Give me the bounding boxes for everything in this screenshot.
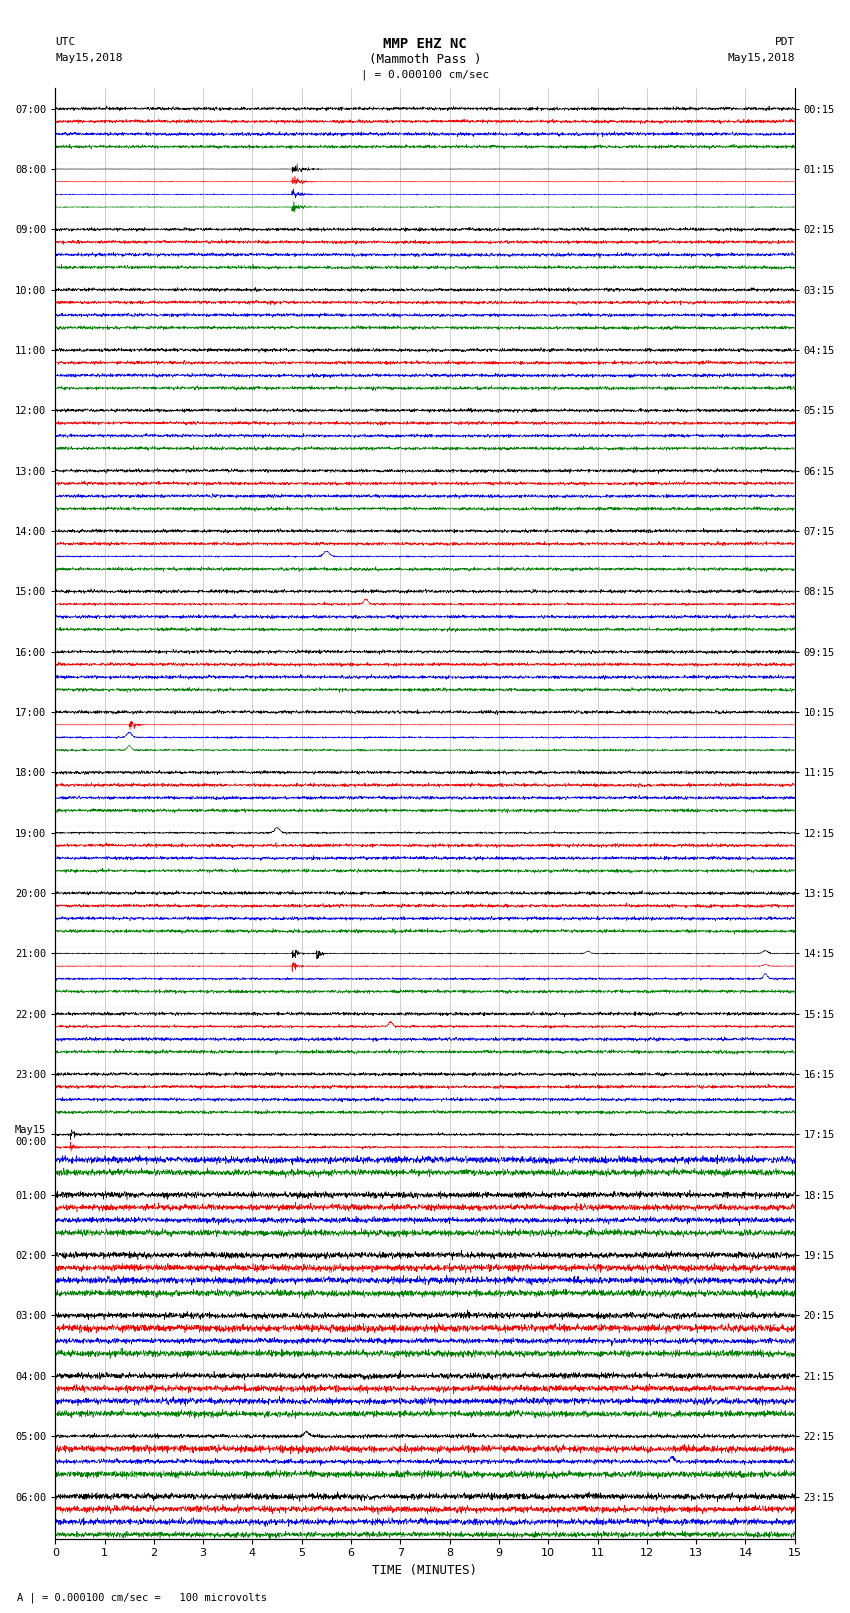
Text: | = 0.000100 cm/sec: | = 0.000100 cm/sec [361, 69, 489, 81]
Text: A | = 0.000100 cm/sec =   100 microvolts: A | = 0.000100 cm/sec = 100 microvolts [17, 1592, 267, 1603]
Text: MMP EHZ NC: MMP EHZ NC [383, 37, 467, 52]
Text: (Mammoth Pass ): (Mammoth Pass ) [369, 53, 481, 66]
Text: PDT: PDT [774, 37, 795, 47]
Text: May15,2018: May15,2018 [55, 53, 122, 63]
Text: May15,2018: May15,2018 [728, 53, 795, 63]
X-axis label: TIME (MINUTES): TIME (MINUTES) [372, 1565, 478, 1578]
Text: UTC: UTC [55, 37, 76, 47]
